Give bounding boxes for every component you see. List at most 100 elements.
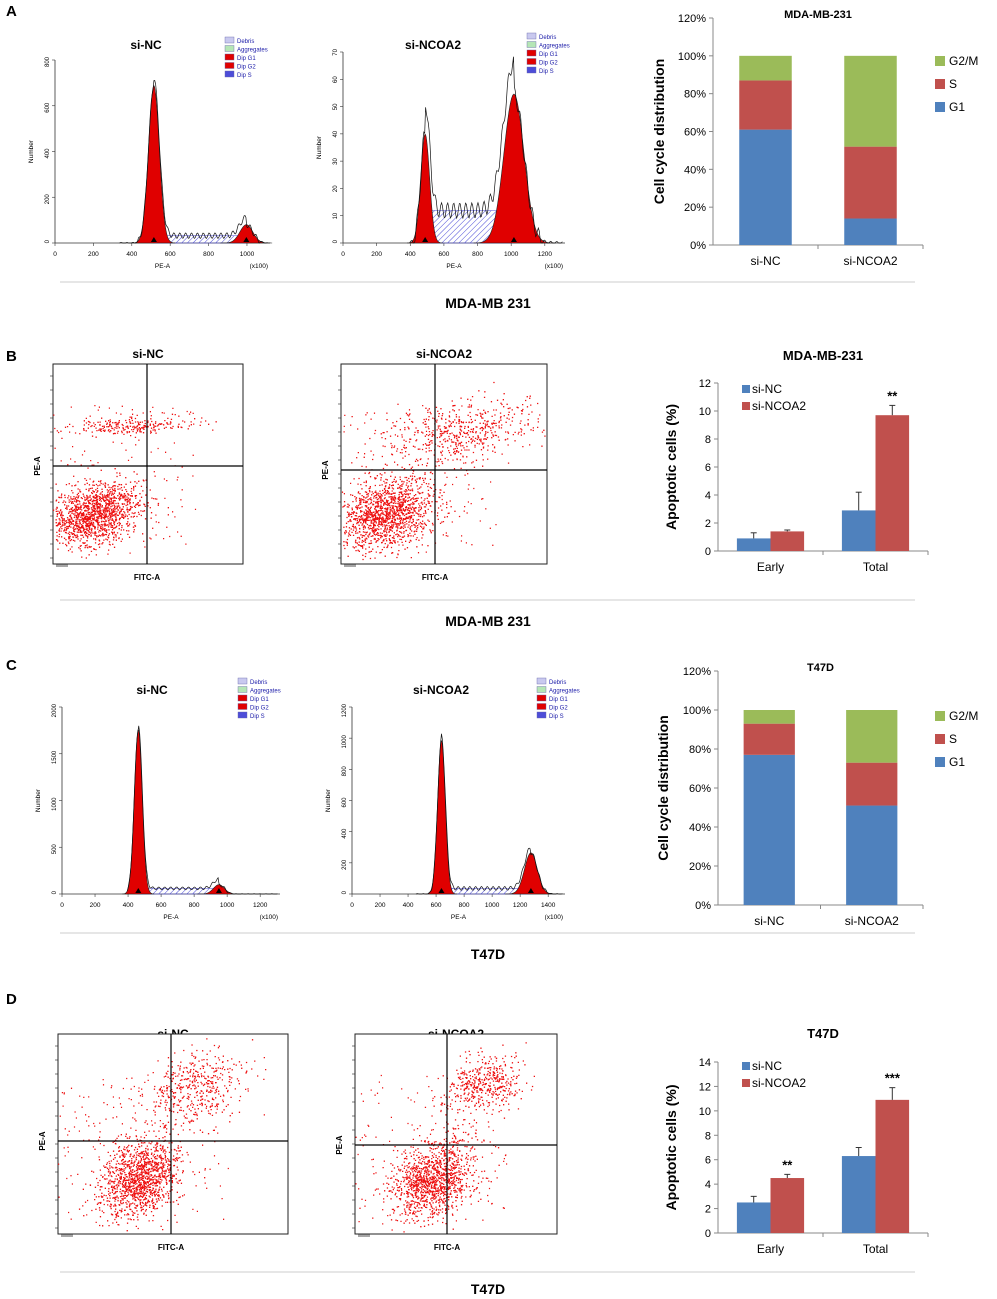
- y-tick-label: 0%: [690, 240, 706, 252]
- legend-label: Dip G2: [539, 61, 558, 67]
- legend-swatch: [237, 694, 248, 702]
- legend-swatch: [224, 36, 235, 44]
- x-tick-label: 1000: [504, 251, 519, 258]
- y-tick-label: 60%: [689, 783, 711, 795]
- y-axis-label: Apoptotic cells (%): [663, 1084, 679, 1210]
- y-tick-label: 8: [705, 1130, 711, 1142]
- category-label: si-NCOA2: [843, 254, 897, 268]
- peak-marker: [422, 237, 429, 242]
- bar-si-nc-early: [736, 1202, 771, 1233]
- y-tick-label: 800: [45, 56, 51, 67]
- legend-swatch: [536, 677, 547, 685]
- y-axis-label: Number: [28, 139, 35, 163]
- legend-swatch: [742, 385, 750, 393]
- legend-label: G2/M: [949, 54, 978, 68]
- y-tick-label: 0: [333, 239, 339, 243]
- y-tick-label: 10: [699, 1106, 711, 1118]
- dip-s-region: [138, 888, 220, 895]
- bar-s-si-nc: [739, 80, 792, 130]
- bar-si-ncoa2-early: [770, 531, 805, 551]
- scatter-title: si-NC: [132, 347, 164, 361]
- bar-chart-2: T47D 0% 20% 40% 60% 80% 100% 120% Cell cycle dis…: [655, 662, 978, 928]
- x-axis-label: FITC-A: [158, 1243, 184, 1252]
- panel-letter-b: B: [6, 348, 17, 365]
- category-label: Early: [757, 1242, 784, 1256]
- legend-swatch: [742, 1079, 750, 1087]
- y-tick-label: 2: [705, 1204, 711, 1216]
- legend-label: G2/M: [949, 709, 978, 723]
- dip-g1-peak: [122, 728, 155, 895]
- legend-swatch: [935, 711, 945, 721]
- event-dots: [53, 404, 217, 559]
- scatter-plot-1: si-NCOA2 FITC-A PE-A: [321, 347, 548, 582]
- y-axis-label: Cell cycle distribution: [651, 59, 667, 204]
- legend-label: Debris: [250, 680, 267, 686]
- x-tick-label: 400: [126, 251, 137, 258]
- legend-label: si-NC: [752, 1059, 782, 1073]
- y-tick-label: 4: [705, 1179, 711, 1191]
- y-tick-label: 400: [342, 828, 348, 839]
- category-label: si-NC: [754, 914, 784, 928]
- peak-marker: [510, 237, 517, 242]
- y-tick-label: 600: [45, 102, 51, 113]
- legend-swatch: [237, 677, 248, 685]
- y-tick-label: 0: [45, 239, 51, 243]
- y-tick-label: 600: [342, 797, 348, 808]
- y-axis-label: PE-A: [335, 1135, 344, 1154]
- legend-swatch: [224, 45, 235, 52]
- y-tick-label: 800: [342, 766, 348, 777]
- legend-swatch: [935, 79, 945, 89]
- y-tick-label: 1000: [52, 797, 58, 811]
- x-tick-label: 1200: [253, 902, 268, 909]
- bar-chart-0: MDA-MB-231 0% 20% 40% 60% 80% 100% 120% Cell cyc…: [651, 9, 978, 268]
- legend-label: Dip G1: [549, 697, 568, 703]
- scatter-frame: [52, 363, 244, 565]
- bar-g2m-si-nc: [743, 710, 795, 724]
- chart-title: T47D: [807, 1026, 839, 1041]
- peak-marker: [438, 888, 445, 893]
- y-axis-label: Number: [316, 135, 323, 159]
- histogram-title: si-NC: [136, 683, 168, 697]
- histogram-group: si-NC Debris Aggregates Dip G1 Dip G2 Dip S 0 2…: [28, 32, 580, 921]
- x-tick-label: 1000: [220, 902, 235, 909]
- dip-g2-peak: [505, 852, 557, 895]
- x-tick-label: 800: [459, 902, 470, 909]
- bar-chart-3: T47D 0 2 4 6 8 10 12 14 Apoptotic cells (%) Early T…: [663, 1026, 929, 1256]
- histogram-envelope: [127, 725, 278, 895]
- histogram-1: si-NCOA2 Debris Aggregates Dip G1 Dip G2 Dip …: [316, 32, 570, 270]
- legend-swatch: [526, 49, 537, 57]
- legend-swatch: [935, 102, 945, 112]
- histogram-3: si-NCOA2 Debris Aggregates Dip G1 Dip G2 Dip …: [325, 677, 580, 921]
- bar-chart-1: MDA-MB-231 0 2 4 6 8 10 12 Apoptotic cells (%) Ea…: [663, 348, 929, 574]
- x-axis-unit: (x100): [250, 263, 268, 270]
- peak-marker: [527, 888, 534, 893]
- bar-si-nc-total: [841, 1156, 876, 1233]
- y-tick-label: 400: [45, 148, 51, 159]
- legend-swatch: [224, 70, 235, 78]
- x-tick-label: 1200: [538, 251, 553, 258]
- x-tick-label: 400: [405, 251, 416, 258]
- peak-marker: [150, 237, 157, 242]
- y-tick-label: 20%: [689, 861, 711, 873]
- legend-swatch: [935, 56, 945, 66]
- x-tick-label: 200: [371, 251, 382, 258]
- category-label: si-NCOA2: [845, 914, 899, 928]
- x-tick-label: 800: [203, 251, 214, 258]
- bar-si-nc-total: [841, 510, 876, 551]
- y-tick-label: 1000: [342, 735, 348, 749]
- x-tick-label: 800: [472, 251, 483, 258]
- legend-label: Aggregates: [250, 689, 281, 695]
- y-tick-label: 20%: [684, 202, 706, 214]
- bar-g1-si-nc: [743, 754, 795, 905]
- legend-label: Aggregates: [549, 689, 580, 695]
- y-tick-label: 10: [699, 406, 711, 418]
- legend-label: Dip G1: [539, 52, 558, 58]
- y-tick-label: 100%: [678, 51, 706, 63]
- legend-swatch: [536, 711, 547, 719]
- legend-label: si-NCOA2: [752, 1076, 806, 1090]
- legend-swatch: [742, 402, 750, 410]
- y-tick-label: 100%: [683, 705, 711, 717]
- scatter-plot-group: si-NC FITC-A PE-A si-NCOA2 FITC-A PE-A si-NC FI…: [33, 347, 558, 1252]
